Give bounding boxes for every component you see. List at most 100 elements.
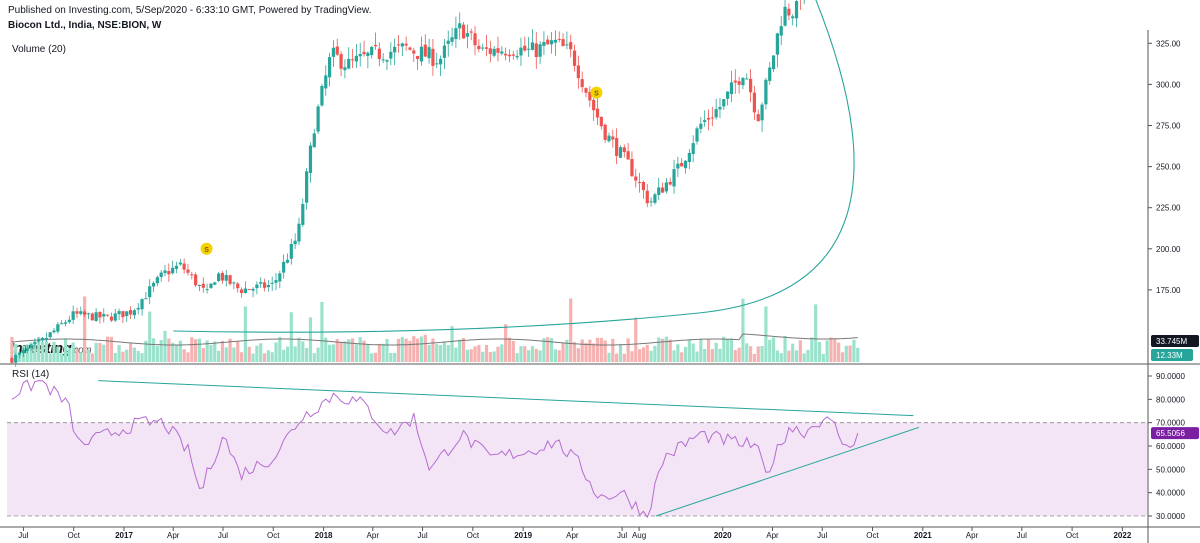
candle-body[interactable] [500, 51, 504, 54]
candle-body[interactable] [473, 33, 477, 46]
candle-body[interactable] [634, 176, 638, 181]
candle-body[interactable] [534, 43, 538, 58]
candle-body[interactable] [729, 82, 734, 94]
candle-body[interactable] [255, 284, 259, 289]
candle-body[interactable] [680, 162, 684, 167]
candle-body[interactable] [557, 38, 561, 40]
candle-body[interactable] [144, 298, 148, 300]
candle-body[interactable] [435, 63, 439, 65]
candle-body[interactable] [44, 338, 48, 340]
candle-body[interactable] [301, 203, 305, 225]
candle-body[interactable] [565, 44, 569, 46]
candle-body[interactable] [584, 88, 588, 93]
candle-body[interactable] [209, 283, 213, 288]
candle-body[interactable] [599, 116, 603, 127]
candle-body[interactable] [262, 282, 267, 288]
candle-body[interactable] [523, 45, 527, 51]
candle-body[interactable] [481, 47, 485, 49]
candle-body[interactable] [515, 55, 519, 58]
candle-body[interactable] [60, 323, 64, 325]
candle-body[interactable] [305, 171, 309, 203]
candle-body[interactable] [710, 117, 714, 119]
candle-body[interactable] [259, 282, 263, 284]
candle-body[interactable] [423, 44, 427, 57]
candle-body[interactable] [171, 267, 175, 274]
candle-body[interactable] [400, 43, 404, 47]
candle-body[interactable] [266, 285, 270, 288]
split-marker[interactable] [590, 86, 603, 99]
candle-body[interactable] [362, 51, 366, 55]
candle-body[interactable] [519, 47, 523, 56]
candle-body[interactable] [458, 23, 462, 29]
candle-body[interactable] [167, 271, 171, 275]
candle-body[interactable] [247, 289, 251, 291]
candle-body[interactable] [477, 45, 481, 50]
candle-body[interactable] [592, 99, 596, 111]
candle-body[interactable] [182, 263, 186, 270]
candle-body[interactable] [588, 92, 592, 101]
candle-body[interactable] [21, 349, 26, 354]
candle-body[interactable] [569, 42, 573, 50]
candle-body[interactable] [504, 53, 508, 56]
candle-body[interactable] [611, 136, 615, 140]
candle-body[interactable] [128, 310, 133, 315]
candle-body[interactable] [668, 181, 672, 185]
candle-body[interactable] [450, 37, 454, 42]
candle-body[interactable] [408, 47, 412, 50]
candle-body[interactable] [595, 108, 600, 118]
candle-body[interactable] [687, 152, 691, 162]
candle-body[interactable] [496, 48, 500, 53]
candle-body[interactable] [511, 54, 515, 56]
candle-body[interactable] [33, 342, 37, 345]
candle-body[interactable] [37, 340, 41, 342]
candle-body[interactable] [366, 52, 370, 56]
candle-body[interactable] [741, 77, 745, 86]
candle-body[interactable] [438, 58, 443, 65]
candle-body[interactable] [324, 75, 328, 89]
candle-body[interactable] [745, 78, 749, 80]
candle-body[interactable] [484, 47, 489, 49]
candle-body[interactable] [672, 169, 676, 187]
candle-body[interactable] [546, 39, 550, 45]
candle-body[interactable] [113, 313, 117, 321]
candle-body[interactable] [488, 48, 492, 54]
candle-body[interactable] [347, 58, 351, 69]
candle-body[interactable] [358, 53, 362, 57]
candle-body[interactable] [331, 47, 336, 57]
candle-body[interactable] [121, 311, 125, 318]
candle-body[interactable] [282, 261, 286, 273]
candle-body[interactable] [691, 143, 695, 155]
candle-body[interactable] [446, 40, 450, 44]
candle-body[interactable] [90, 313, 94, 321]
candle-body[interactable] [40, 337, 45, 341]
candle-body[interactable] [224, 274, 228, 281]
candle-body[interactable] [109, 316, 114, 321]
candle-body[interactable] [98, 311, 102, 318]
candle-body[interactable] [308, 145, 313, 173]
candle-body[interactable] [63, 322, 68, 324]
candle-body[interactable] [393, 46, 397, 53]
candle-body[interactable] [320, 85, 324, 106]
candle-body[interactable] [607, 135, 611, 142]
candle-body[interactable] [703, 120, 707, 123]
candle-body[interactable] [83, 311, 87, 315]
candle-body[interactable] [683, 160, 688, 169]
candle-body[interactable] [155, 277, 159, 284]
candle-body[interactable] [404, 43, 408, 46]
candle-body[interactable] [339, 54, 343, 69]
candle-body[interactable] [431, 48, 435, 66]
candle-body[interactable] [768, 67, 772, 81]
candle-body[interactable] [695, 128, 699, 142]
candle-body[interactable] [373, 44, 378, 47]
candle-body[interactable] [239, 289, 244, 293]
candle-body[interactable] [615, 138, 619, 156]
candle-body[interactable] [580, 79, 584, 88]
candle-body[interactable] [270, 282, 274, 284]
candle-body[interactable] [228, 275, 232, 284]
rsi-indicator-label[interactable]: RSI (14) [12, 369, 50, 380]
candle-body[interactable] [14, 354, 18, 363]
candle-body[interactable] [312, 133, 316, 148]
candle-body[interactable] [572, 50, 577, 66]
candle-body[interactable] [771, 55, 776, 70]
